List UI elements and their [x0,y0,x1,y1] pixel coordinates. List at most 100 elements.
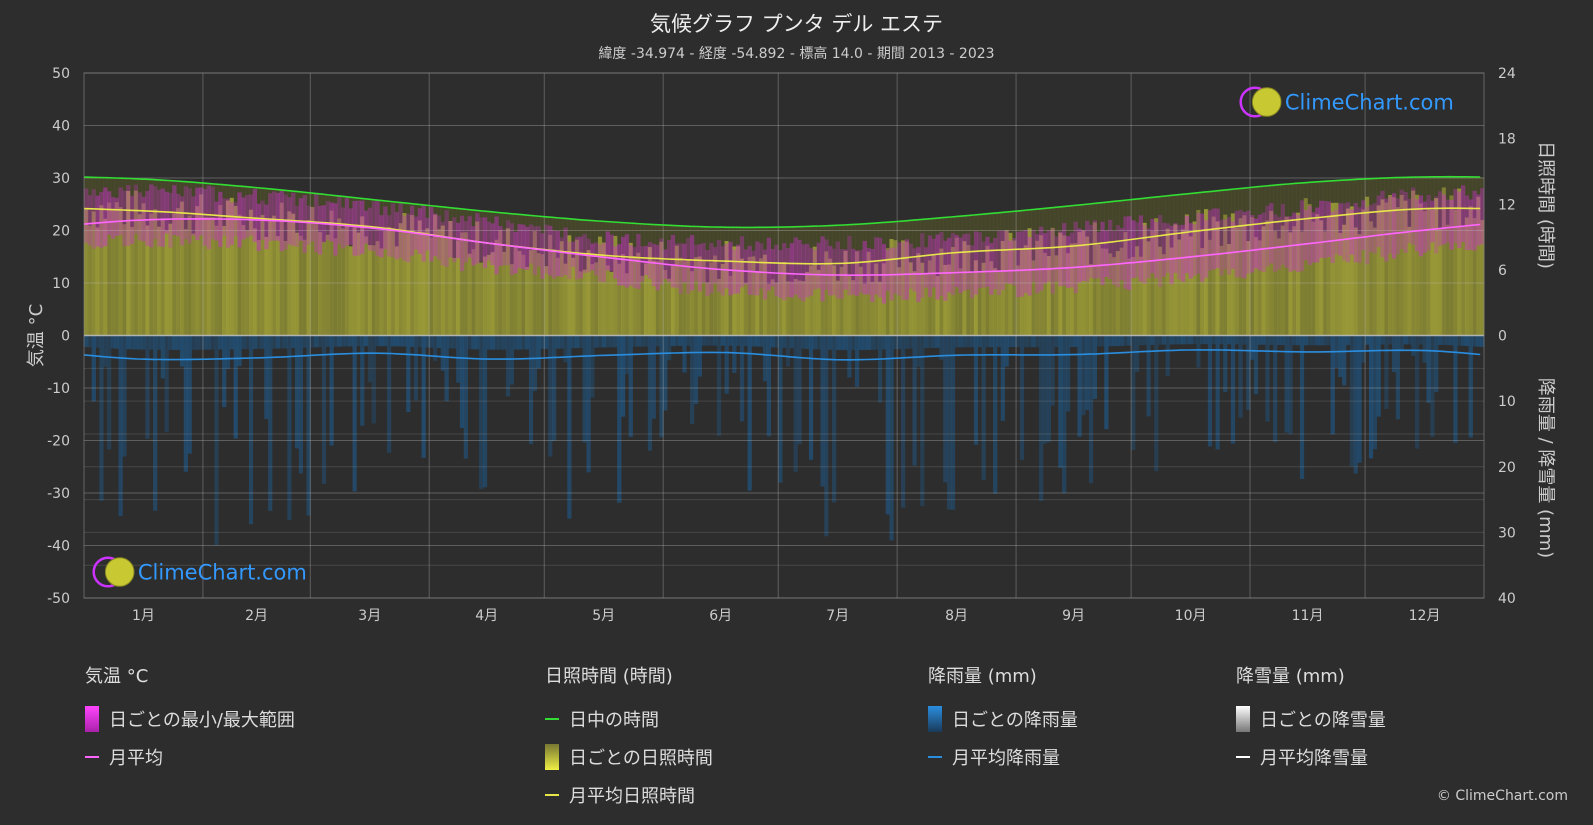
daily-temperature-bar [1108,219,1113,280]
daily-sunshine-bar [881,263,887,336]
daily-sunshine-bar [1154,218,1159,336]
daily-sunshine-bar [724,240,729,336]
daily-rain-bar [820,335,825,487]
daily-rain-bar [1177,335,1182,345]
daily-sunshine-bar [877,281,883,336]
daily-temperature-bar [1016,231,1021,298]
daily-sunshine-bar [229,197,234,336]
daily-sunshine-bar [908,262,913,336]
daily-temperature-bar [1292,212,1297,271]
daily-temperature-bar [1196,212,1201,274]
daily-rain-bar [525,335,530,350]
daily-sunshine-bar [659,241,664,336]
daily-sunshine-bar [191,233,196,336]
daily-temperature-bar [1177,225,1182,280]
daily-sunshine-bar [264,236,269,336]
daily-rain-bar [732,335,737,373]
daily-rain-bar [164,335,169,433]
daily-rain-bar [1180,335,1186,345]
daily-sunshine-bar [720,263,725,336]
daily-sunshine-bar [939,248,944,336]
daily-sunshine-bar [475,221,480,336]
daily-sunshine-bars [84,176,1485,336]
daily-temperature-bar [275,192,281,241]
daily-rain-bar [1296,335,1301,346]
logo-text: ClimeChart.com [138,561,307,585]
daily-rain-bar [697,335,702,377]
daily-sunshine-bar [91,211,96,336]
daily-sunshine-bar [843,250,848,336]
daily-rain-bar [605,335,610,348]
daily-rain-bar [1227,335,1232,345]
daily-temperature-bar [1441,194,1447,245]
daily-temperature-bar [1119,227,1124,281]
daily-rain-bar [636,335,641,347]
daily-sunshine-bar [862,283,867,336]
daily-temperature-bar [1457,191,1462,248]
daily-sunshine-bar [218,205,223,336]
daily-temperature-bar [1345,202,1351,263]
daily-rain-bar [1092,335,1098,399]
left-axis-tick-label: -20 [47,434,70,450]
daylight-line [83,175,1481,229]
daily-rain-bar [797,335,802,445]
daily-rain-bar [513,335,518,350]
legend-temperature-heading: 気温 °C [85,666,149,687]
daily-temperature-bar [444,210,449,267]
daily-temperature-bar [1296,214,1301,273]
daily-sunshine-bar [713,255,718,336]
daily-sunshine-bar [597,236,603,336]
daily-rain-bar [183,335,188,472]
daily-rain-bar [812,335,818,350]
daily-temperature-bar [1008,240,1013,284]
daylight-day-bar [870,223,875,336]
daily-sunshine-bar [582,269,587,336]
daily-rain-bar [471,335,476,350]
daily-temperature-bar [248,194,254,236]
daily-sunshine-bar [1342,224,1347,336]
daily-snow-swatch [1236,706,1250,732]
daily-sunshine-bar [367,245,373,336]
daily-rain-bar [294,335,300,449]
daily-sunshine-bar [402,213,407,336]
daily-temperature-bar [310,207,315,242]
x-axis-month-label: 3月 [358,608,381,624]
daily-rain-bar [156,335,162,350]
daily-rain-bar [559,335,564,349]
daily-rain-bar [601,335,607,348]
legend-temperature: 気温 °C 日ごとの最小/最大範囲 月平均 [85,662,295,776]
daily-sunshine-bar [954,237,959,336]
daylight-day-bar [705,226,710,336]
daily-temperature-bar [686,237,691,294]
x-axis-month-label: 10月 [1175,608,1207,624]
daily-rain-bar [145,335,150,439]
daily-sunshine-bar [1476,196,1481,336]
daily-temperature-bar [505,220,511,266]
left-axis-tick-label: 0 [61,329,70,345]
daily-sunshine-bar [329,210,334,336]
legend-item-daily-sunshine: 日ごとの日照時間 [545,738,713,776]
daily-rain-bar [770,335,775,348]
daily-sunshine-bar [736,246,741,336]
daily-temperature-bar [736,244,741,294]
daily-sunshine-bar [467,253,472,336]
daily-temperature-bar [847,235,852,296]
daily-rain-bar [1453,335,1458,444]
daily-temperature-bar [486,221,491,261]
daily-temperature-bar [352,200,357,256]
daily-sunshine-bar [1422,211,1427,336]
daily-sunshine-bar [252,228,258,336]
daily-rain-bar [517,335,522,350]
daily-sunshine-bar [1273,231,1278,336]
daily-sunshine-bar [927,260,933,336]
daily-sunshine-bar [544,266,549,336]
daily-sunshine-bar [624,273,630,336]
daily-temperature-bar [555,230,561,277]
daily-temperature-bar [1123,216,1128,289]
daily-sunshine-bar [394,246,399,336]
daily-rain-bar [897,335,902,350]
daily-rain-bar [1054,335,1059,348]
daily-temperature-bar [1434,196,1439,254]
daily-sunshine-bar [889,239,894,336]
daily-rain-bar [91,335,96,402]
